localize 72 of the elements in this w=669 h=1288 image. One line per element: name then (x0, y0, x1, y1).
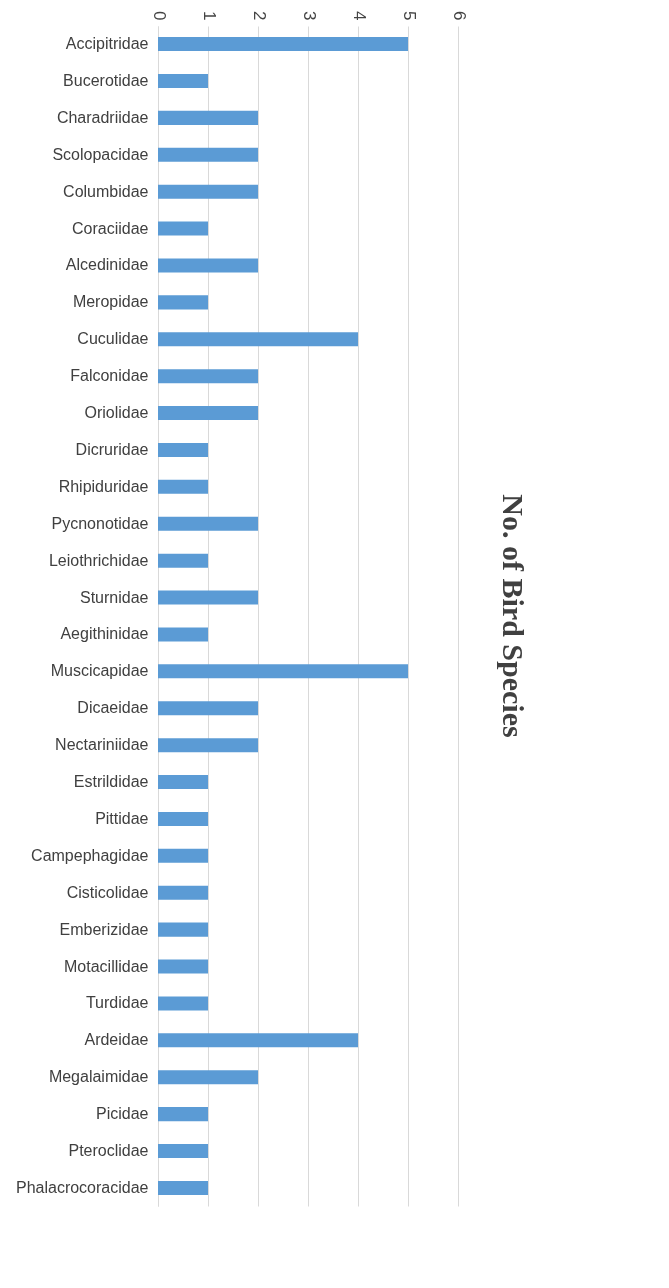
y-tick-label: Leiothrichidae (48, 551, 149, 569)
y-tick-label: Rhipiduridae (58, 477, 149, 495)
bar (158, 1180, 208, 1195)
bar (158, 37, 408, 52)
x-tick-label: 0 (149, 11, 169, 21)
x-tick-label: 5 (399, 11, 419, 21)
x-tick-label: 2 (249, 11, 269, 21)
bar (158, 73, 208, 88)
bar (158, 516, 258, 531)
bar (158, 811, 208, 826)
y-tick-label: Coraciidae (72, 219, 149, 237)
y-tick-label: Emberizidae (59, 920, 149, 938)
y-tick-label: Turdidae (85, 994, 149, 1012)
bar (158, 406, 258, 421)
y-tick-label: Megalaimidae (48, 1068, 149, 1086)
y-tick-label: Charadriidae (56, 108, 149, 126)
bar (158, 959, 208, 974)
bar (158, 369, 258, 384)
bar (158, 701, 258, 716)
bar (158, 775, 208, 790)
y-tick-label: Pittidae (95, 809, 149, 827)
bar (158, 553, 208, 568)
y-tick-label: Aegithinidae (60, 625, 149, 643)
y-tick-label: Meropidae (72, 293, 149, 311)
bar (158, 590, 258, 605)
bar (158, 1107, 208, 1122)
bar (158, 295, 208, 310)
y-tick-label: Columbidae (63, 182, 149, 200)
y-tick-label: Sturnidae (80, 588, 149, 606)
y-tick-label: Accipitridae (65, 35, 149, 53)
bar (158, 184, 258, 199)
y-tick-label: Falconidae (70, 367, 149, 385)
bar (158, 848, 208, 863)
bar (158, 221, 208, 236)
bar (158, 258, 258, 273)
bar (158, 1033, 358, 1048)
y-tick-label: Cisticolidae (66, 883, 149, 901)
y-tick-label: Muscicapidae (50, 662, 149, 680)
y-tick-label: Estrildidae (73, 773, 149, 791)
bar (158, 627, 208, 642)
y-tick-label: Nectariniidae (55, 736, 149, 754)
x-tick-label: 1 (199, 11, 219, 21)
x-tick-label: 6 (449, 11, 469, 21)
y-tick-label: Alcedinidae (65, 256, 149, 274)
y-tick-label: Motacillidae (64, 957, 149, 975)
y-tick-label: Scolopacidae (52, 145, 149, 163)
y-tick-label: Dicaeidae (77, 699, 149, 717)
bar (158, 479, 208, 494)
bar (158, 1070, 258, 1085)
bar (158, 442, 208, 457)
y-tick-label: Dicruridae (75, 440, 149, 458)
bar (158, 996, 208, 1011)
bar (158, 332, 358, 347)
y-tick-label: Ardeidae (84, 1031, 149, 1049)
x-tick-label: 3 (299, 11, 319, 21)
x-tick-label: 4 (349, 11, 369, 21)
y-tick-label: Phalacrocoracidae (15, 1178, 149, 1196)
y-tick-label: Campephagidae (31, 846, 149, 864)
y-tick-label: Pycnonotidae (51, 514, 149, 532)
bar (158, 664, 408, 679)
bar (158, 1144, 208, 1159)
y-tick-label: Picidae (96, 1105, 149, 1123)
y-tick-label: Bucerotidae (63, 71, 149, 89)
y-tick-label: Pteroclidae (68, 1142, 149, 1160)
y-tick-label: Oriolidae (84, 404, 149, 422)
bar (158, 147, 258, 162)
text: No. of Bird Species (497, 494, 530, 738)
y-tick-label: Cuculidae (77, 330, 149, 348)
bar (158, 922, 208, 937)
bar (158, 110, 258, 125)
bar (158, 738, 258, 753)
bar (158, 885, 208, 900)
